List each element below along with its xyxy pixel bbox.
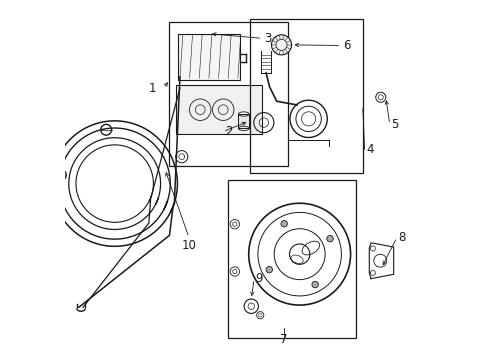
Bar: [178, 34, 239, 80]
Circle shape: [271, 35, 291, 55]
Text: 5: 5: [391, 118, 398, 131]
Text: 10: 10: [181, 239, 196, 252]
Circle shape: [311, 281, 318, 288]
Text: 1: 1: [149, 82, 156, 95]
Text: 8: 8: [398, 231, 405, 244]
Text: 2: 2: [224, 125, 232, 138]
Bar: [169, 22, 287, 166]
Text: 3: 3: [264, 32, 271, 45]
Text: 9: 9: [255, 272, 262, 285]
Bar: [249, 19, 362, 173]
Bar: [228, 180, 355, 338]
Text: 4: 4: [366, 143, 373, 156]
Circle shape: [326, 235, 333, 242]
Text: 7: 7: [280, 333, 287, 346]
Bar: [176, 85, 261, 134]
Bar: [238, 114, 248, 129]
Text: 6: 6: [343, 39, 350, 52]
Circle shape: [281, 221, 287, 227]
Circle shape: [265, 266, 272, 273]
